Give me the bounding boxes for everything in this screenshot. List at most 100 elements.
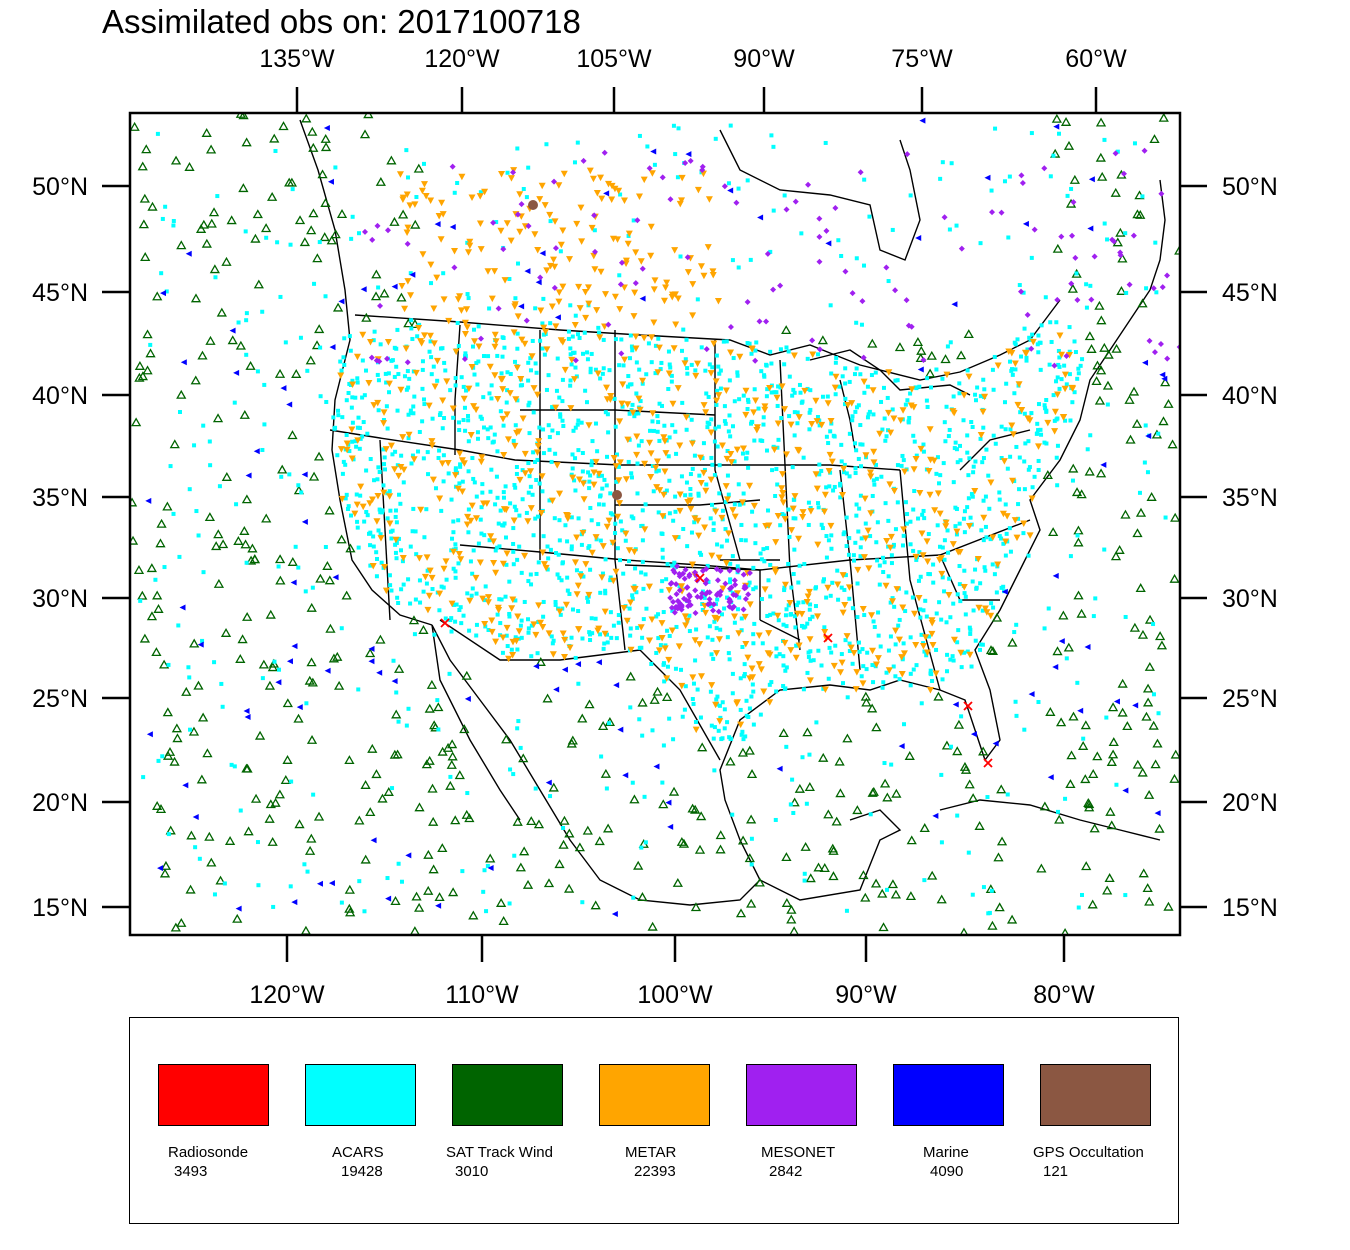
acars-marker [512,504,517,509]
sat-wind-marker [235,654,246,663]
metar-marker [650,319,658,326]
acars-marker [672,560,677,565]
metar-marker [805,588,813,596]
acars-marker [342,336,347,341]
sat-wind-marker [959,927,969,935]
metar-marker [397,463,405,471]
acars-marker [808,617,813,622]
sat-wind-marker [953,719,965,729]
mesonet-marker [713,566,720,573]
acars-marker [657,438,662,443]
acars-marker [350,395,355,400]
acars-marker [432,632,437,637]
acars-marker [680,714,685,719]
metar-marker [611,293,619,301]
acars-marker [376,378,381,383]
sat-wind-marker [371,269,382,279]
acars-marker [451,530,456,535]
acars-marker [341,459,346,464]
acars-marker [508,767,513,772]
acars-marker [616,464,621,469]
metar-marker [691,637,699,644]
acars-marker [406,175,411,180]
acars-marker [874,476,879,481]
metar-marker [590,481,598,489]
mesonet-marker [733,199,740,206]
acars-marker [876,633,881,638]
acars-marker [515,331,520,336]
sat-wind-marker [781,852,792,862]
acars-marker [654,469,659,474]
metar-marker [712,378,720,385]
acars-marker [962,591,967,596]
acars-marker [547,498,552,503]
acars-marker [709,652,714,657]
acars-marker [534,571,539,576]
sat-wind-marker [293,713,304,723]
mesonet-marker [1072,254,1079,261]
metar-marker [752,397,760,405]
acars-marker [385,426,390,431]
acars-marker [166,832,171,837]
sat-wind-marker [293,485,305,495]
sat-wind-marker [308,471,320,481]
acars-marker [238,808,243,813]
sat-wind-marker [828,845,839,855]
sat-wind-marker [987,646,999,656]
acars-marker [1008,549,1013,554]
acars-marker [854,502,859,507]
acars-marker [428,339,433,344]
mesonet-marker [1088,296,1095,303]
metar-marker [601,630,609,638]
metar-marker [521,552,529,560]
legend-item-sat-track-wind: SAT Track Wind 3010 [446,1018,598,1225]
acars-marker [921,608,926,613]
sat-wind-marker [956,350,967,360]
sat-wind-marker [162,750,174,760]
sat-wind-marker [1152,738,1163,748]
sat-wind-marker [676,836,687,846]
acars-marker [1048,320,1053,325]
acars-marker [357,425,362,430]
metar-marker [867,473,875,480]
acars-marker [394,556,399,561]
metar-marker [648,334,656,341]
acars-marker [458,462,463,467]
metar-marker [599,543,607,550]
acars-marker [907,415,912,420]
acars-marker [708,689,713,694]
acars-marker [1008,427,1013,432]
acars-marker [748,257,753,262]
sat-wind-marker [287,430,298,440]
acars-marker [463,388,468,393]
acars-marker [753,523,758,528]
acars-marker [368,563,373,568]
sat-wind-marker [794,783,805,793]
acars-marker [603,410,608,415]
acars-marker [529,582,534,587]
acars-marker [658,643,663,648]
acars-marker [401,480,406,485]
acars-marker [691,681,696,686]
acars-marker [935,523,940,528]
acars-marker [340,471,345,476]
sat-wind-marker [145,348,156,358]
acars-marker [407,376,412,381]
sat-wind-marker [206,857,217,867]
metar-marker [499,634,507,641]
mesonet-marker [673,591,680,598]
sat-wind-marker [410,219,421,229]
mesonet-marker [377,302,384,309]
sat-wind-marker [131,417,142,427]
metar-marker [900,650,908,657]
metar-marker [609,539,617,547]
sat-wind-marker [567,735,578,745]
acars-marker [702,467,707,472]
acars-marker [399,453,404,458]
metar-marker [787,421,795,429]
acars-marker [537,425,542,430]
acars-marker [526,617,531,622]
acars-marker [732,399,737,404]
sat-wind-marker [267,836,278,846]
acars-marker [649,360,654,365]
